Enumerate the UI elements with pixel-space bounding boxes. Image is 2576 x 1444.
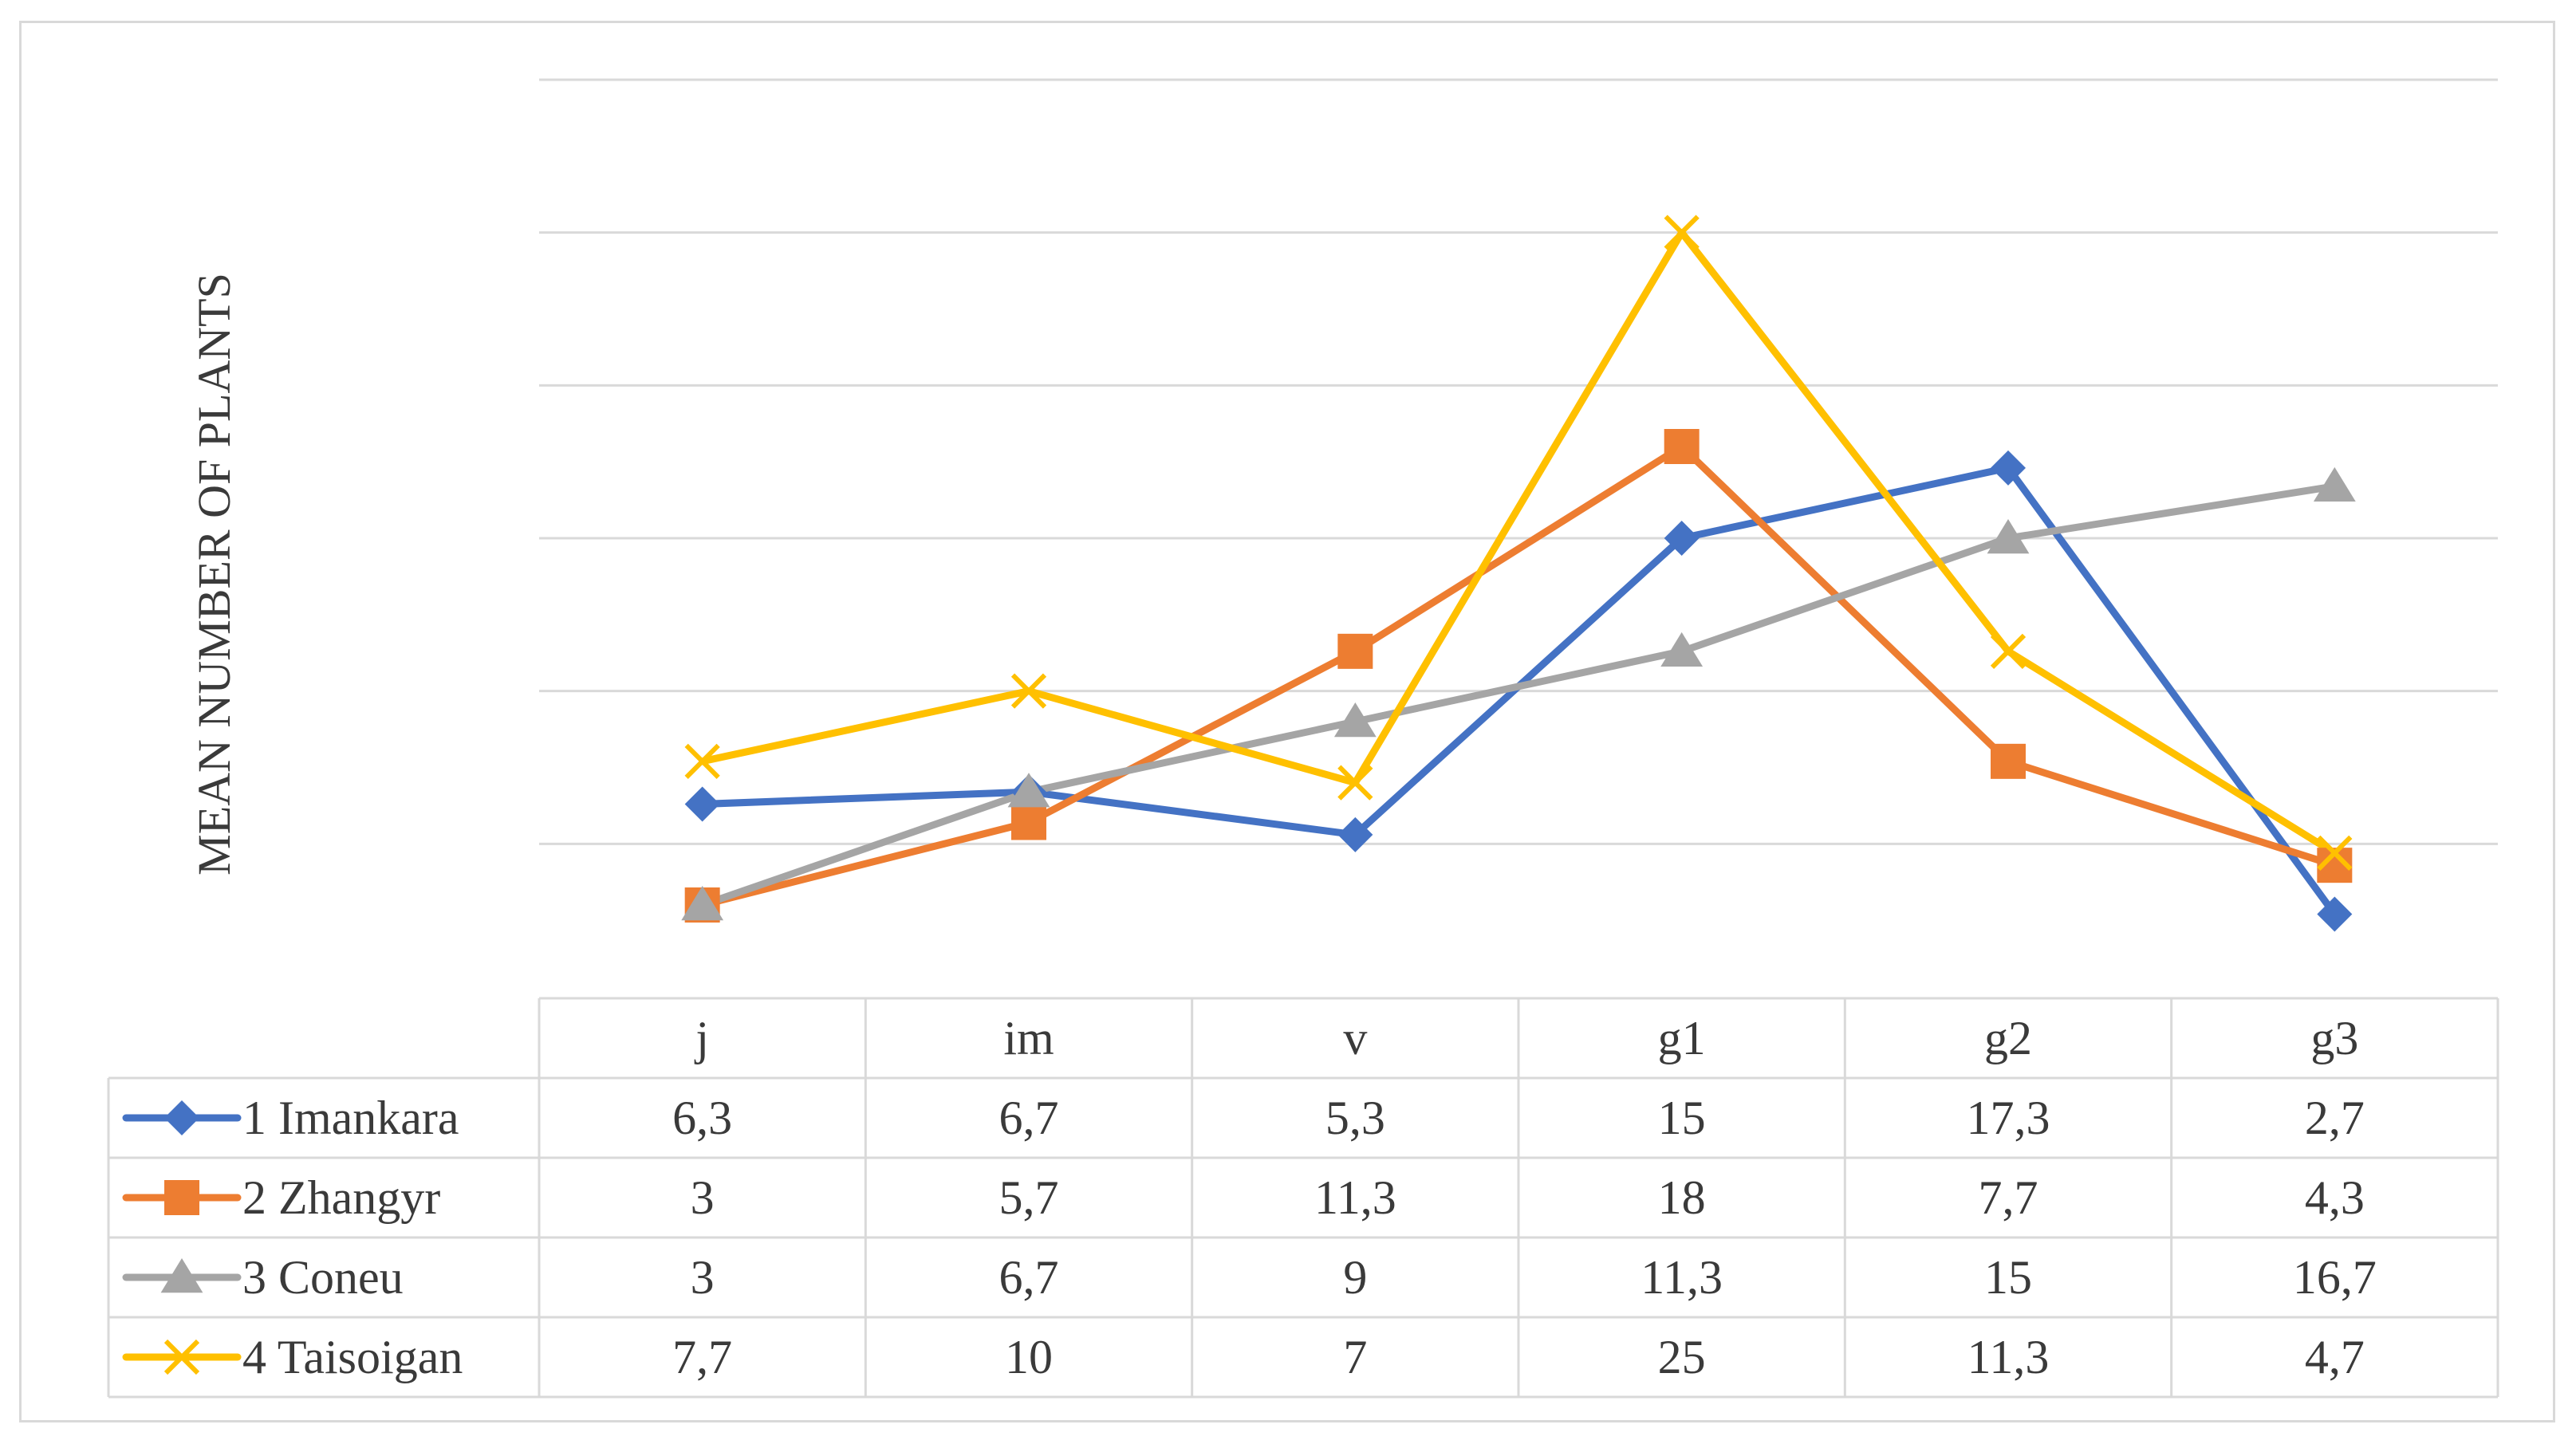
- data-label: 5,3: [1325, 1092, 1385, 1144]
- series-lines: [681, 214, 2356, 932]
- data-label: 5,7: [999, 1171, 1059, 1224]
- legend-series-name: 3 Coneu: [242, 1251, 404, 1304]
- data-label: 11,3: [1641, 1251, 1723, 1304]
- legend-series-name: 4 Taisoigan: [242, 1331, 463, 1383]
- data-label: 7,7: [1979, 1171, 2038, 1224]
- triangle-marker: [1333, 702, 1377, 738]
- triangle-marker: [1660, 632, 1704, 667]
- data-label: 25: [1658, 1331, 1706, 1383]
- x-tick-label: g1: [1658, 1012, 1706, 1064]
- data-label: 6,3: [672, 1092, 732, 1144]
- x-marker: [163, 1339, 200, 1375]
- square-marker: [1991, 743, 2026, 779]
- x-marker-stroke: [1664, 214, 1700, 250]
- data-label: 4,3: [2305, 1171, 2365, 1224]
- x-tick-label: v: [1343, 1012, 1367, 1064]
- diamond-marker: [164, 1100, 199, 1135]
- square-marker: [1011, 805, 1046, 840]
- data-label: 11,3: [1314, 1171, 1396, 1224]
- diamond-marker: [1991, 450, 2026, 486]
- data-label: 7: [1343, 1331, 1367, 1383]
- data-label: 9: [1343, 1251, 1367, 1304]
- series-line: [699, 229, 2338, 857]
- diamond-marker: [1337, 816, 1373, 852]
- square-marker: [1664, 429, 1700, 464]
- data-label: 6,7: [999, 1092, 1059, 1144]
- x-marker: [1337, 765, 1373, 801]
- data-label: 4,7: [2305, 1331, 2365, 1383]
- x-marker-stroke: [1990, 633, 2027, 669]
- triangle-marker: [1987, 519, 2030, 554]
- data-label: 16,7: [2293, 1251, 2377, 1304]
- data-label: 15: [1658, 1092, 1706, 1144]
- data-label: 10: [1005, 1331, 1053, 1383]
- triangle-marker: [2313, 466, 2356, 502]
- x-marker-stroke: [684, 743, 720, 779]
- x-tick-label: g2: [1984, 1012, 2032, 1064]
- legend-series-name: 1 Imankara: [242, 1092, 459, 1144]
- chart-frame: [19, 21, 2555, 1422]
- data-label: 7,7: [672, 1331, 732, 1383]
- x-marker: [1010, 673, 1047, 709]
- triangle-marker: [160, 1258, 203, 1293]
- diamond-marker: [684, 786, 720, 822]
- x-marker-stroke: [1337, 765, 1373, 801]
- data-label: 3: [691, 1171, 715, 1224]
- data-label: 2,7: [2305, 1092, 2365, 1144]
- x-tick-label: g3: [2310, 1012, 2358, 1064]
- square-marker: [1337, 633, 1373, 669]
- x-marker-stroke: [1010, 673, 1047, 709]
- data-label: 3: [691, 1251, 715, 1304]
- legend-series-name: 2 Zhangyr: [242, 1171, 440, 1224]
- data-label: 18: [1658, 1171, 1706, 1224]
- data-table: j im v g1 g2 g3 1 Imankara 6,3 6,7 5,3 15 17,3 2,7 2 …: [107, 997, 2499, 1399]
- x-tick-label: j: [694, 1012, 709, 1064]
- triangle-marker: [681, 886, 724, 921]
- y-axis-label: MEAN NUMBER OF PLANTS: [188, 273, 240, 875]
- x-marker: [1990, 633, 2027, 669]
- data-label: 11,3: [1967, 1331, 2050, 1383]
- square-marker: [164, 1180, 199, 1215]
- series-line: [699, 443, 2338, 909]
- x-tick-label: im: [1003, 1012, 1054, 1064]
- x-marker: [1664, 214, 1700, 250]
- series-line: [699, 482, 2338, 909]
- x-marker: [684, 743, 720, 779]
- x-marker-stroke: [163, 1339, 200, 1375]
- triangle-marker: [1007, 773, 1050, 808]
- data-label: 6,7: [999, 1251, 1059, 1304]
- data-label: 15: [1984, 1251, 2032, 1304]
- diamond-marker: [1664, 521, 1700, 556]
- x-marker: [2317, 835, 2353, 871]
- gridlines: [539, 78, 2498, 845]
- data-label: 17,3: [1967, 1092, 2050, 1144]
- x-marker-stroke: [2317, 835, 2353, 871]
- diamond-marker: [2317, 896, 2353, 932]
